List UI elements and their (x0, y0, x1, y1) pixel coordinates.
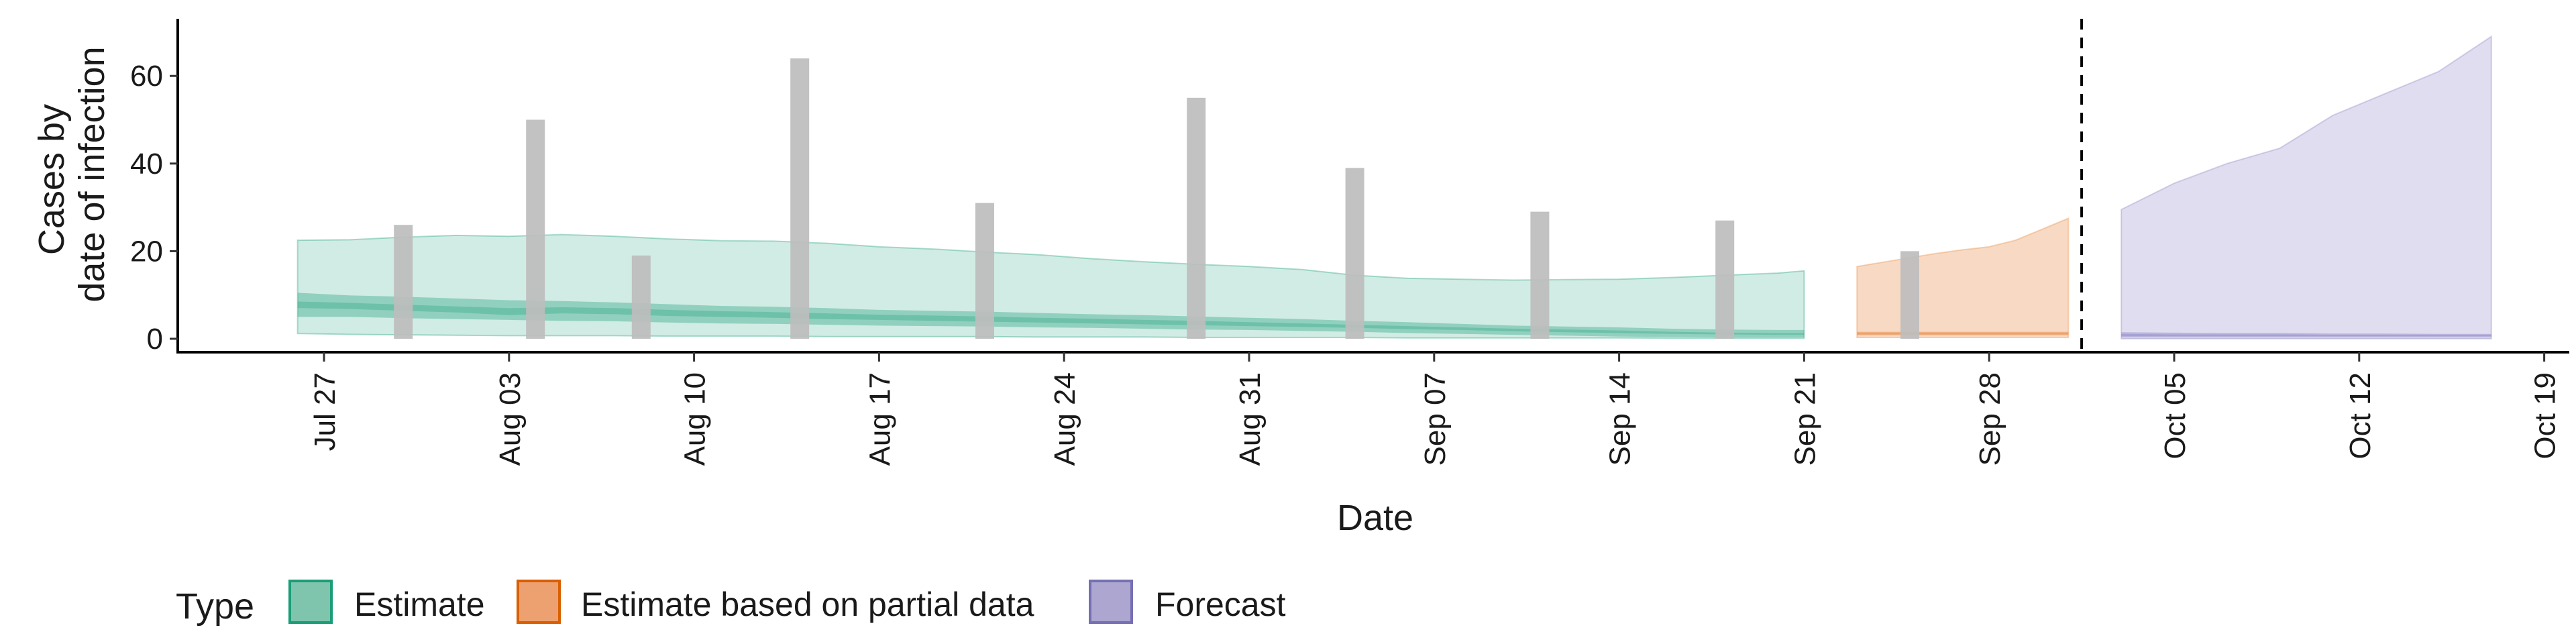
x-tick-label-11: Oct 05 (2159, 372, 2192, 460)
band-50-estimate (297, 292, 1805, 337)
observed-bar-3 (631, 255, 651, 339)
x-axis-title: Date (1337, 498, 1413, 538)
observed-bar-1 (394, 225, 413, 339)
y-axis-title: Cases by date of infection (32, 46, 112, 302)
observed-bar-8 (1530, 211, 1550, 339)
band-20-partial (1857, 332, 2069, 335)
x-tick-label-9: Sep 21 (1788, 372, 1821, 466)
series-estimate (297, 233, 1805, 339)
observed-bar-10 (1900, 251, 1919, 339)
band-90-estimate (297, 233, 1805, 339)
observed-bar-9 (1715, 220, 1735, 339)
x-tick-label-8: Sep 14 (1604, 372, 1637, 466)
series-forecast (2121, 35, 2492, 339)
legend-swatch-partial (517, 580, 561, 624)
legend-label-forecast: Forecast (1155, 586, 1286, 623)
plot-area (297, 19, 2492, 352)
legend-label-estimate: Estimate (354, 586, 485, 623)
band-50-forecast (2121, 332, 2491, 337)
x-tick-label-3: Aug 10 (679, 372, 712, 466)
observed-bar-5 (975, 203, 994, 339)
series-partial (1856, 217, 2070, 338)
y-tick-label-0: 0 (147, 323, 163, 356)
band-20-forecast (2121, 333, 2491, 337)
x-tick-label-5: Aug 24 (1049, 372, 1081, 466)
legend-swatch-forecast (1089, 580, 1133, 624)
legend-swatch-estimate (288, 580, 333, 624)
observed-bar-7 (1345, 168, 1364, 339)
x-tick-label-7: Sep 07 (1419, 372, 1452, 466)
observed-bar-4 (790, 58, 810, 339)
band-20-estimate (297, 301, 1805, 335)
legend-label-partial: Estimate based on partial data (581, 586, 1034, 623)
x-tick-label-13: Oct 19 (2529, 372, 2562, 460)
band-90-partial (1856, 217, 2070, 338)
legend: Type Estimate Estimate based on partial … (176, 580, 1286, 627)
axes: 0 20 40 60 Jul 27 Aug 03 Aug 10 Aug 17 Aug 24 Aug… (130, 19, 2569, 466)
band-90-forecast (2121, 35, 2492, 339)
y-tick-label-40: 40 (130, 148, 163, 180)
y-axis-title-line-1: Cases by (32, 104, 72, 255)
observed-bar-6 (1187, 97, 1206, 339)
y-tick-label-60: 60 (130, 60, 163, 93)
observed-bars (394, 58, 1919, 339)
observed-bar-2 (526, 119, 545, 339)
x-tick-label-1: Jul 27 (309, 372, 341, 451)
y-axis-title-line-2: date of infection (72, 46, 112, 302)
x-tick-label-2: Aug 03 (494, 372, 527, 466)
y-tick-label-20: 20 (130, 235, 163, 268)
x-tick-label-12: Oct 12 (2344, 372, 2377, 460)
x-tick-label-10: Sep 28 (1974, 372, 2006, 466)
legend-title: Type (176, 586, 254, 627)
x-tick-label-6: Aug 31 (1234, 372, 1267, 466)
x-tick-label-4: Aug 17 (863, 372, 896, 466)
